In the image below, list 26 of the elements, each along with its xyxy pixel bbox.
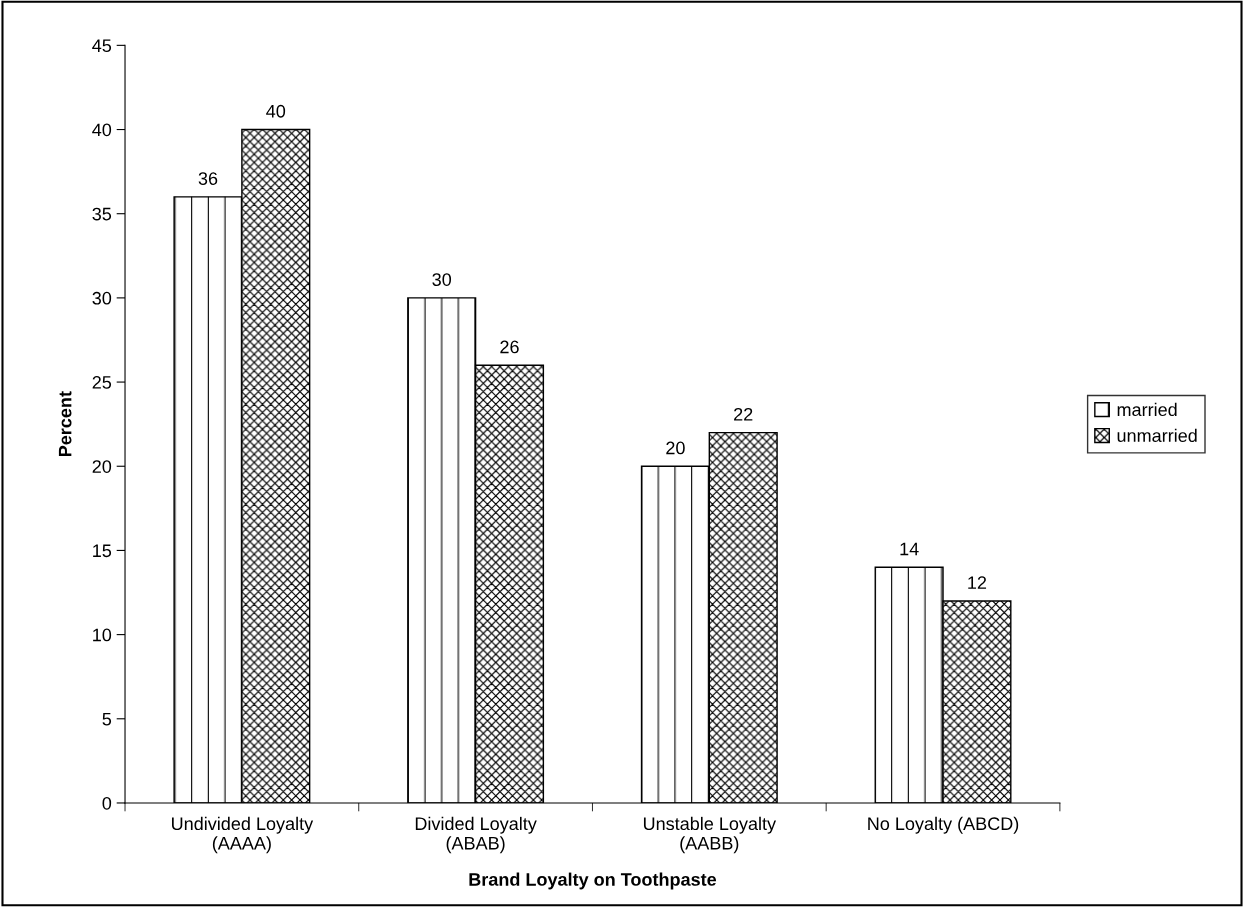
y-tick-label: 20	[92, 460, 112, 473]
y-tick-label: 40	[92, 123, 112, 137]
x-tick-label: Undivided Loyalty (AAAA)	[172, 816, 314, 854]
y-tick-label: 45	[92, 39, 112, 53]
y-tick-label: 35	[92, 207, 112, 221]
y-tick-label: 10	[93, 628, 112, 642]
data-label: 22	[734, 407, 753, 421]
y-tick-label: 25	[92, 376, 112, 389]
data-label: 12	[968, 576, 987, 589]
x-tick-label: No Loyalty (ABCD)	[868, 816, 1019, 834]
x-tick-label: Divided Loyalty (ABAB)	[415, 816, 537, 854]
y-tick-label: 0	[102, 796, 112, 810]
legend-label: married	[1117, 402, 1177, 417]
x-tick-label: Unstable Loyalty (AABB)	[643, 816, 777, 854]
data-label: 26	[500, 340, 519, 354]
x-axis-title: Brand Loyalty on Toothpaste	[469, 872, 717, 890]
data-label: 36	[198, 172, 218, 185]
y-tick-label: 5	[102, 712, 112, 726]
y-tick-label: 30	[92, 291, 112, 305]
y-axis-title: Percent	[58, 391, 72, 457]
legend-label: unmarried	[1117, 428, 1197, 443]
data-label: 30	[432, 273, 452, 286]
data-label: 14	[900, 542, 919, 556]
data-label: 20	[666, 441, 685, 455]
data-label: 40	[266, 104, 286, 118]
y-tick-label: 15	[93, 544, 112, 558]
